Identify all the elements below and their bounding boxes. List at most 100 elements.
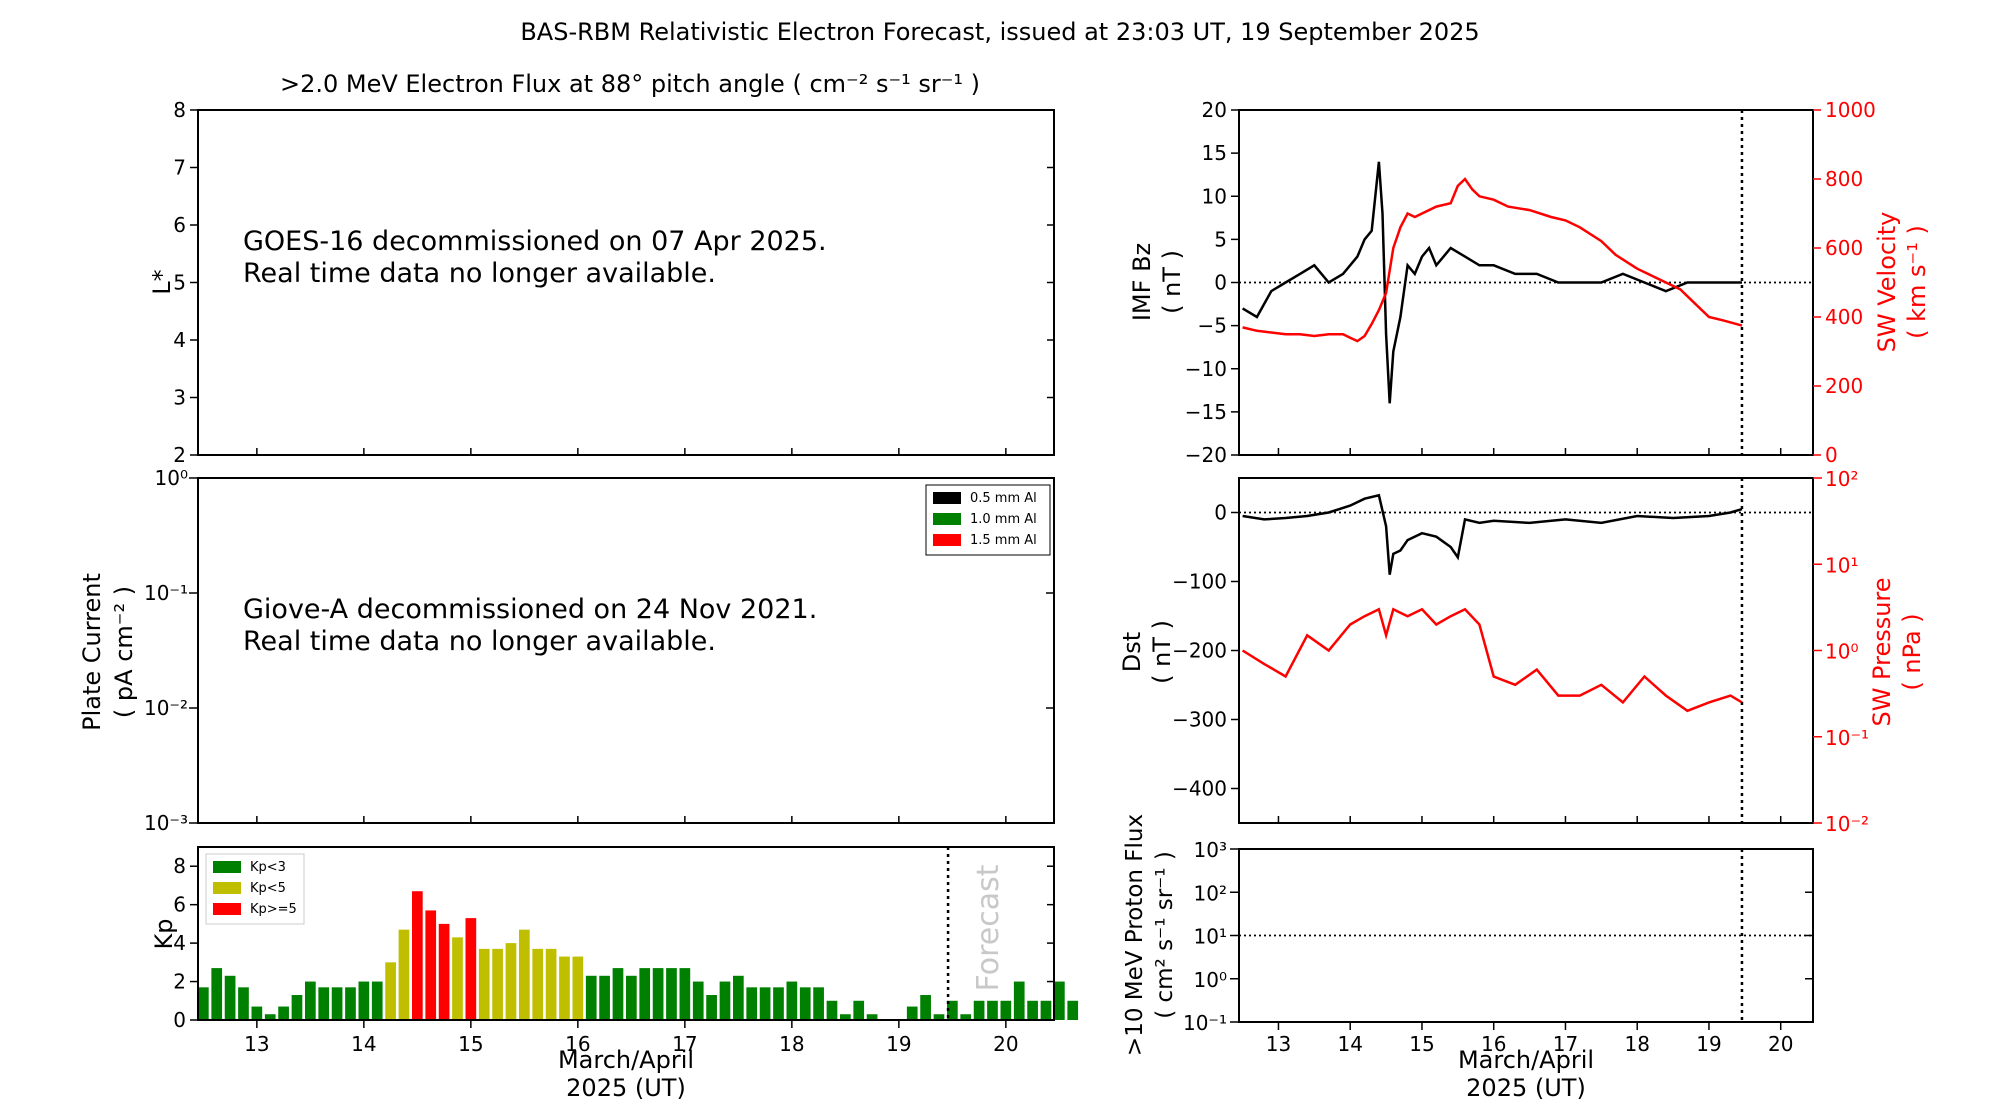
x-tick-label: 14 [1337, 1032, 1362, 1056]
x-tick-label: 14 [351, 1032, 376, 1056]
kp-bar [799, 987, 811, 1020]
kp-bar [759, 987, 771, 1020]
plate-current-message-line2: Real time data no longer available. [243, 626, 716, 657]
x-tick-label: 17 [672, 1032, 697, 1056]
dst-lines [1239, 478, 1813, 823]
legend-label-1.0mm: 1.0 mm Al [970, 512, 1037, 527]
y-tick-label: 0 [1214, 271, 1227, 295]
plate-current-ylabel-line1: Plate Current [78, 573, 106, 731]
legend-label-1.5mm: 1.5 mm Al [970, 533, 1037, 548]
kp-legend-swatch-ge5 [213, 903, 241, 915]
imf-bz-ylabel-line2: ( nT ) [1158, 250, 1186, 314]
y-tick-label: 6 [173, 893, 186, 917]
legend-swatch-0.5mm [933, 492, 961, 504]
legend-swatch-1.0mm [933, 513, 961, 525]
kp-bar [826, 1000, 838, 1020]
kp-bar [358, 981, 370, 1020]
y-tick-label: 10⁰ [155, 466, 188, 490]
y-tick-label: 4 [173, 328, 186, 352]
sw-pressure-ylabel-line2: ( nPa ) [1898, 613, 1926, 690]
kp-bar [412, 891, 423, 1020]
y-tick-label: −100 [1172, 570, 1227, 594]
dst-ylabel-line2: ( nT ) [1148, 620, 1176, 684]
kp-bar [813, 987, 824, 1020]
y-tick-label-right: 10⁻² [1825, 812, 1869, 836]
kp-bar [679, 968, 691, 1020]
y-tick-label-right: 10⁰ [1825, 640, 1858, 664]
kp-bar [987, 1000, 998, 1020]
kp-bar [305, 981, 316, 1020]
kp-legend-label-lt5: Kp<5 [250, 881, 286, 896]
imf-bz-line [1241, 161, 1742, 404]
electron-flux-title: >2.0 MeV Electron Flux at 88° pitch angl… [280, 70, 980, 98]
kp-bar [465, 918, 477, 1020]
x-tick-label: 13 [1266, 1032, 1291, 1056]
x-tick-label: 17 [1553, 1032, 1578, 1056]
kp-bars [198, 891, 1079, 1020]
kp-bar [585, 975, 597, 1020]
y-tick-label: 4 [173, 931, 186, 955]
kp-bar [198, 987, 209, 1020]
kp-bar [398, 929, 410, 1020]
kp-forecast-label: Forecast [971, 864, 1006, 991]
y-tick-label: −10 [1185, 357, 1227, 381]
sw-velocity-line [1242, 177, 1743, 343]
kp-ticks: 0 2 4 6 8 13 14 15 16 17 18 19 20 [173, 854, 1054, 1056]
kp-ylabel: Kp [150, 919, 178, 950]
kp-bar [1054, 981, 1065, 1020]
kp-bar [545, 948, 557, 1020]
kp-xlabel-line2: 2025 (UT) [566, 1074, 686, 1100]
kp-bar [224, 975, 236, 1020]
y-tick-label-right: 600 [1825, 236, 1863, 260]
kp-bar [733, 975, 744, 1020]
kp-bar [238, 987, 249, 1020]
x-tick-label: 15 [458, 1032, 483, 1056]
y-tick-label: 10² [1194, 881, 1227, 905]
legend-swatch-1.5mm [933, 534, 961, 546]
kp-bar [773, 987, 784, 1020]
y-tick-label: −15 [1185, 400, 1227, 424]
kp-legend-label-lt3: Kp<3 [250, 860, 286, 875]
plate-current-ylabel-line2: ( pA cm⁻² ) [110, 586, 138, 718]
kp-bar [973, 1000, 985, 1020]
kp-bar [345, 987, 356, 1020]
kp-bar [719, 981, 731, 1020]
x-tick-label: 16 [1481, 1032, 1506, 1056]
y-tick-label-right: 1000 [1825, 98, 1876, 122]
legend-label-0.5mm: 0.5 mm Al [970, 491, 1037, 506]
x-tick-label: 18 [779, 1032, 804, 1056]
y-tick-label: −20 [1185, 443, 1227, 467]
y-tick-label: 10⁰ [1194, 968, 1227, 992]
y-tick-label: 15 [1202, 141, 1227, 165]
proton-flux-ylabel-line2: ( cm² s⁻¹ sr⁻¹ ) [1152, 851, 1178, 1019]
kp-bar [639, 968, 651, 1020]
proton-flux-ylabel-line1: >10 MeV Proton Flux [1122, 814, 1148, 1056]
y-tick-label: 6 [173, 213, 186, 237]
y-tick-label-right: 800 [1825, 167, 1863, 191]
electron-flux-ylabel: L* [148, 269, 176, 294]
proton-flux-ticks: 10³ 10² 10¹ 10⁰ 10⁻¹ 13 14 15 16 17 18 19 20 [1183, 838, 1813, 1056]
kp-bar [264, 1014, 276, 1020]
x-tick-label: 19 [1696, 1032, 1721, 1056]
kp-bar [786, 981, 798, 1020]
kp-bar [1000, 1000, 1012, 1020]
kp-bar [438, 923, 450, 1020]
kp-bar [906, 1006, 918, 1020]
kp-bar [866, 1014, 878, 1020]
plate-current-panel: 10⁰ 10⁻¹ 10⁻² 10⁻³ Plate Current ( pA cm⁻² … [78, 466, 1055, 835]
x-tick-label: 13 [244, 1032, 269, 1056]
proton-flux-xlabel-line1: March/April [1458, 1046, 1594, 1074]
x-tick-label: 16 [565, 1032, 590, 1056]
y-tick-label: 5 [173, 271, 186, 295]
kp-bar [666, 968, 677, 1020]
proton-flux-panel: 10³ 10² 10¹ 10⁰ 10⁻¹ 13 14 15 16 17 18 19 20 >10 MeV… [1122, 814, 1814, 1100]
y-tick-label: 8 [173, 854, 186, 878]
y-tick-label-right: 0 [1825, 443, 1838, 467]
kp-bar [947, 1000, 958, 1020]
y-tick-label: 20 [1202, 98, 1227, 122]
kp-frame [197, 846, 1055, 1021]
kp-bar [840, 1014, 851, 1020]
